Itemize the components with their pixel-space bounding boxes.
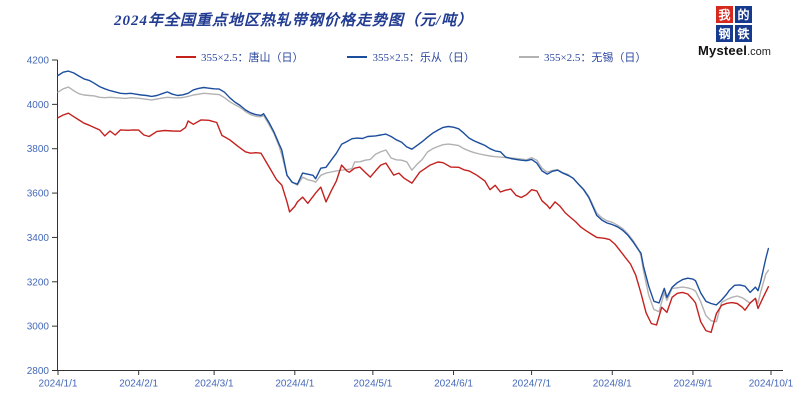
- x-axis-tick-label: 2024/2/1: [119, 379, 158, 390]
- mysteel-logo-cell: 我: [716, 6, 733, 23]
- y-axis-tick-label: 3400: [27, 233, 50, 244]
- legend-label-lecong: 355×2.5：乐从（日）: [372, 52, 475, 64]
- y-axis-tick-label: 3200: [27, 277, 50, 288]
- series-line-lecong: [57, 70, 770, 306]
- legend-marker-wuxi: [518, 56, 539, 58]
- y-axis-tick-label: 2800: [27, 366, 50, 377]
- legend-item-lecong: 355×2.5：乐从（日）: [347, 49, 475, 65]
- mysteel-logo: 我的钢铁 Mysteel.com: [692, 6, 792, 58]
- x-axis-tick-label: 2024/8/1: [593, 379, 632, 390]
- legend: 355×2.5：唐山（日） 355×2.5：乐从（日） 355×2.5：无锡（日）: [176, 49, 646, 65]
- y-axis-tick-label: 4200: [27, 56, 50, 67]
- mysteel-tld: .com: [747, 46, 771, 58]
- mysteel-logo-text: Mysteel.com: [698, 43, 792, 58]
- mysteel-logo-cell: 钢: [716, 25, 733, 42]
- legend-item-wuxi: 355×2.5：无锡（日）: [518, 49, 647, 65]
- x-axis-tick-label: 2024/6/1: [434, 379, 473, 390]
- x-axis-tick-label: 2024/4/1: [275, 379, 314, 390]
- y-axis-tick-label: 3600: [27, 189, 50, 200]
- mysteel-logo-grid: 我的钢铁: [716, 6, 792, 42]
- legend-marker-tangshan: [176, 56, 196, 58]
- x-axis-tick-label: 2024/3/1: [195, 379, 234, 390]
- chart-title: 2024年全国重点地区热轧带钢价格走势图（元/吨）: [114, 13, 474, 29]
- y-axis-tick-label: 3000: [27, 322, 50, 333]
- x-axis-tick-label: 2024/1/1: [39, 379, 78, 390]
- mysteel-logo-cell: 的: [735, 6, 752, 23]
- legend-marker-lecong: [347, 56, 368, 58]
- legend-item-tangshan: 355×2.5：唐山（日）: [176, 49, 303, 65]
- mysteel-logo-cell: 铁: [735, 25, 752, 42]
- x-axis-tick-label: 2024/10/1: [749, 379, 794, 390]
- legend-label-tangshan: 355×2.5：唐山（日）: [201, 52, 304, 64]
- y-axis-tick-label: 3800: [27, 144, 50, 155]
- mysteel-brand: Mysteel: [698, 43, 748, 58]
- x-axis-tick-label: 2024/7/1: [512, 379, 551, 390]
- y-axis-tick-label: 4000: [27, 100, 50, 111]
- x-axis-tick-label: 2024/9/1: [673, 379, 712, 390]
- series-line-tangshan: [57, 112, 770, 334]
- series-line-wuxi: [57, 86, 770, 323]
- legend-label-wuxi: 355×2.5：无锡（日）: [543, 52, 647, 64]
- x-axis-tick-label: 2024/5/1: [353, 379, 392, 390]
